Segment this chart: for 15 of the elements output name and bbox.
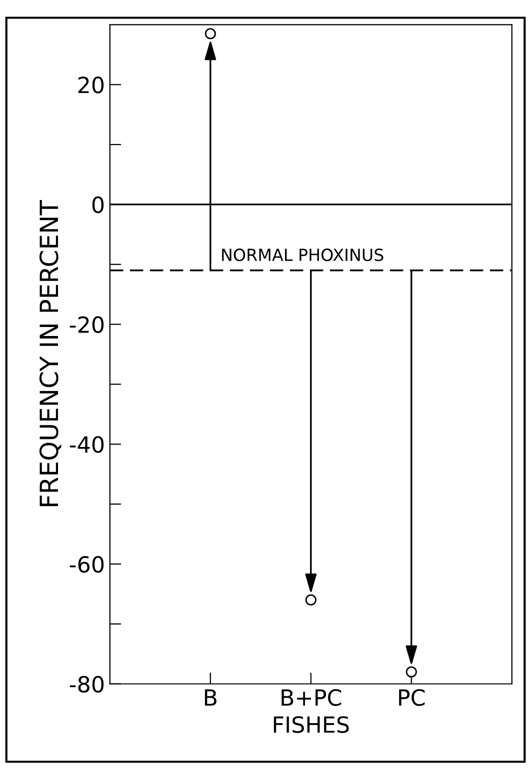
y-tick-label: -40 [70, 436, 104, 453]
point [305, 594, 316, 606]
y-tick-label: 0 [92, 196, 104, 214]
point [204, 28, 216, 40]
ref-line-label: NORMAL PHOXINUS [222, 248, 384, 262]
point [406, 666, 417, 678]
y-tick-label: -60 [70, 556, 104, 573]
x-tick-label: B+PC [282, 689, 342, 706]
x-tick-label: B [204, 689, 216, 706]
x-tick-label: PC [399, 689, 425, 706]
y-tick-label: 20 [78, 76, 104, 94]
y-tick-label: -80 [70, 676, 104, 693]
x-axis-title: FISHES [274, 716, 349, 733]
y-axis-title: FREQUENCY IN PERCENT [39, 200, 62, 506]
y-tick-label: -20 [70, 316, 104, 334]
